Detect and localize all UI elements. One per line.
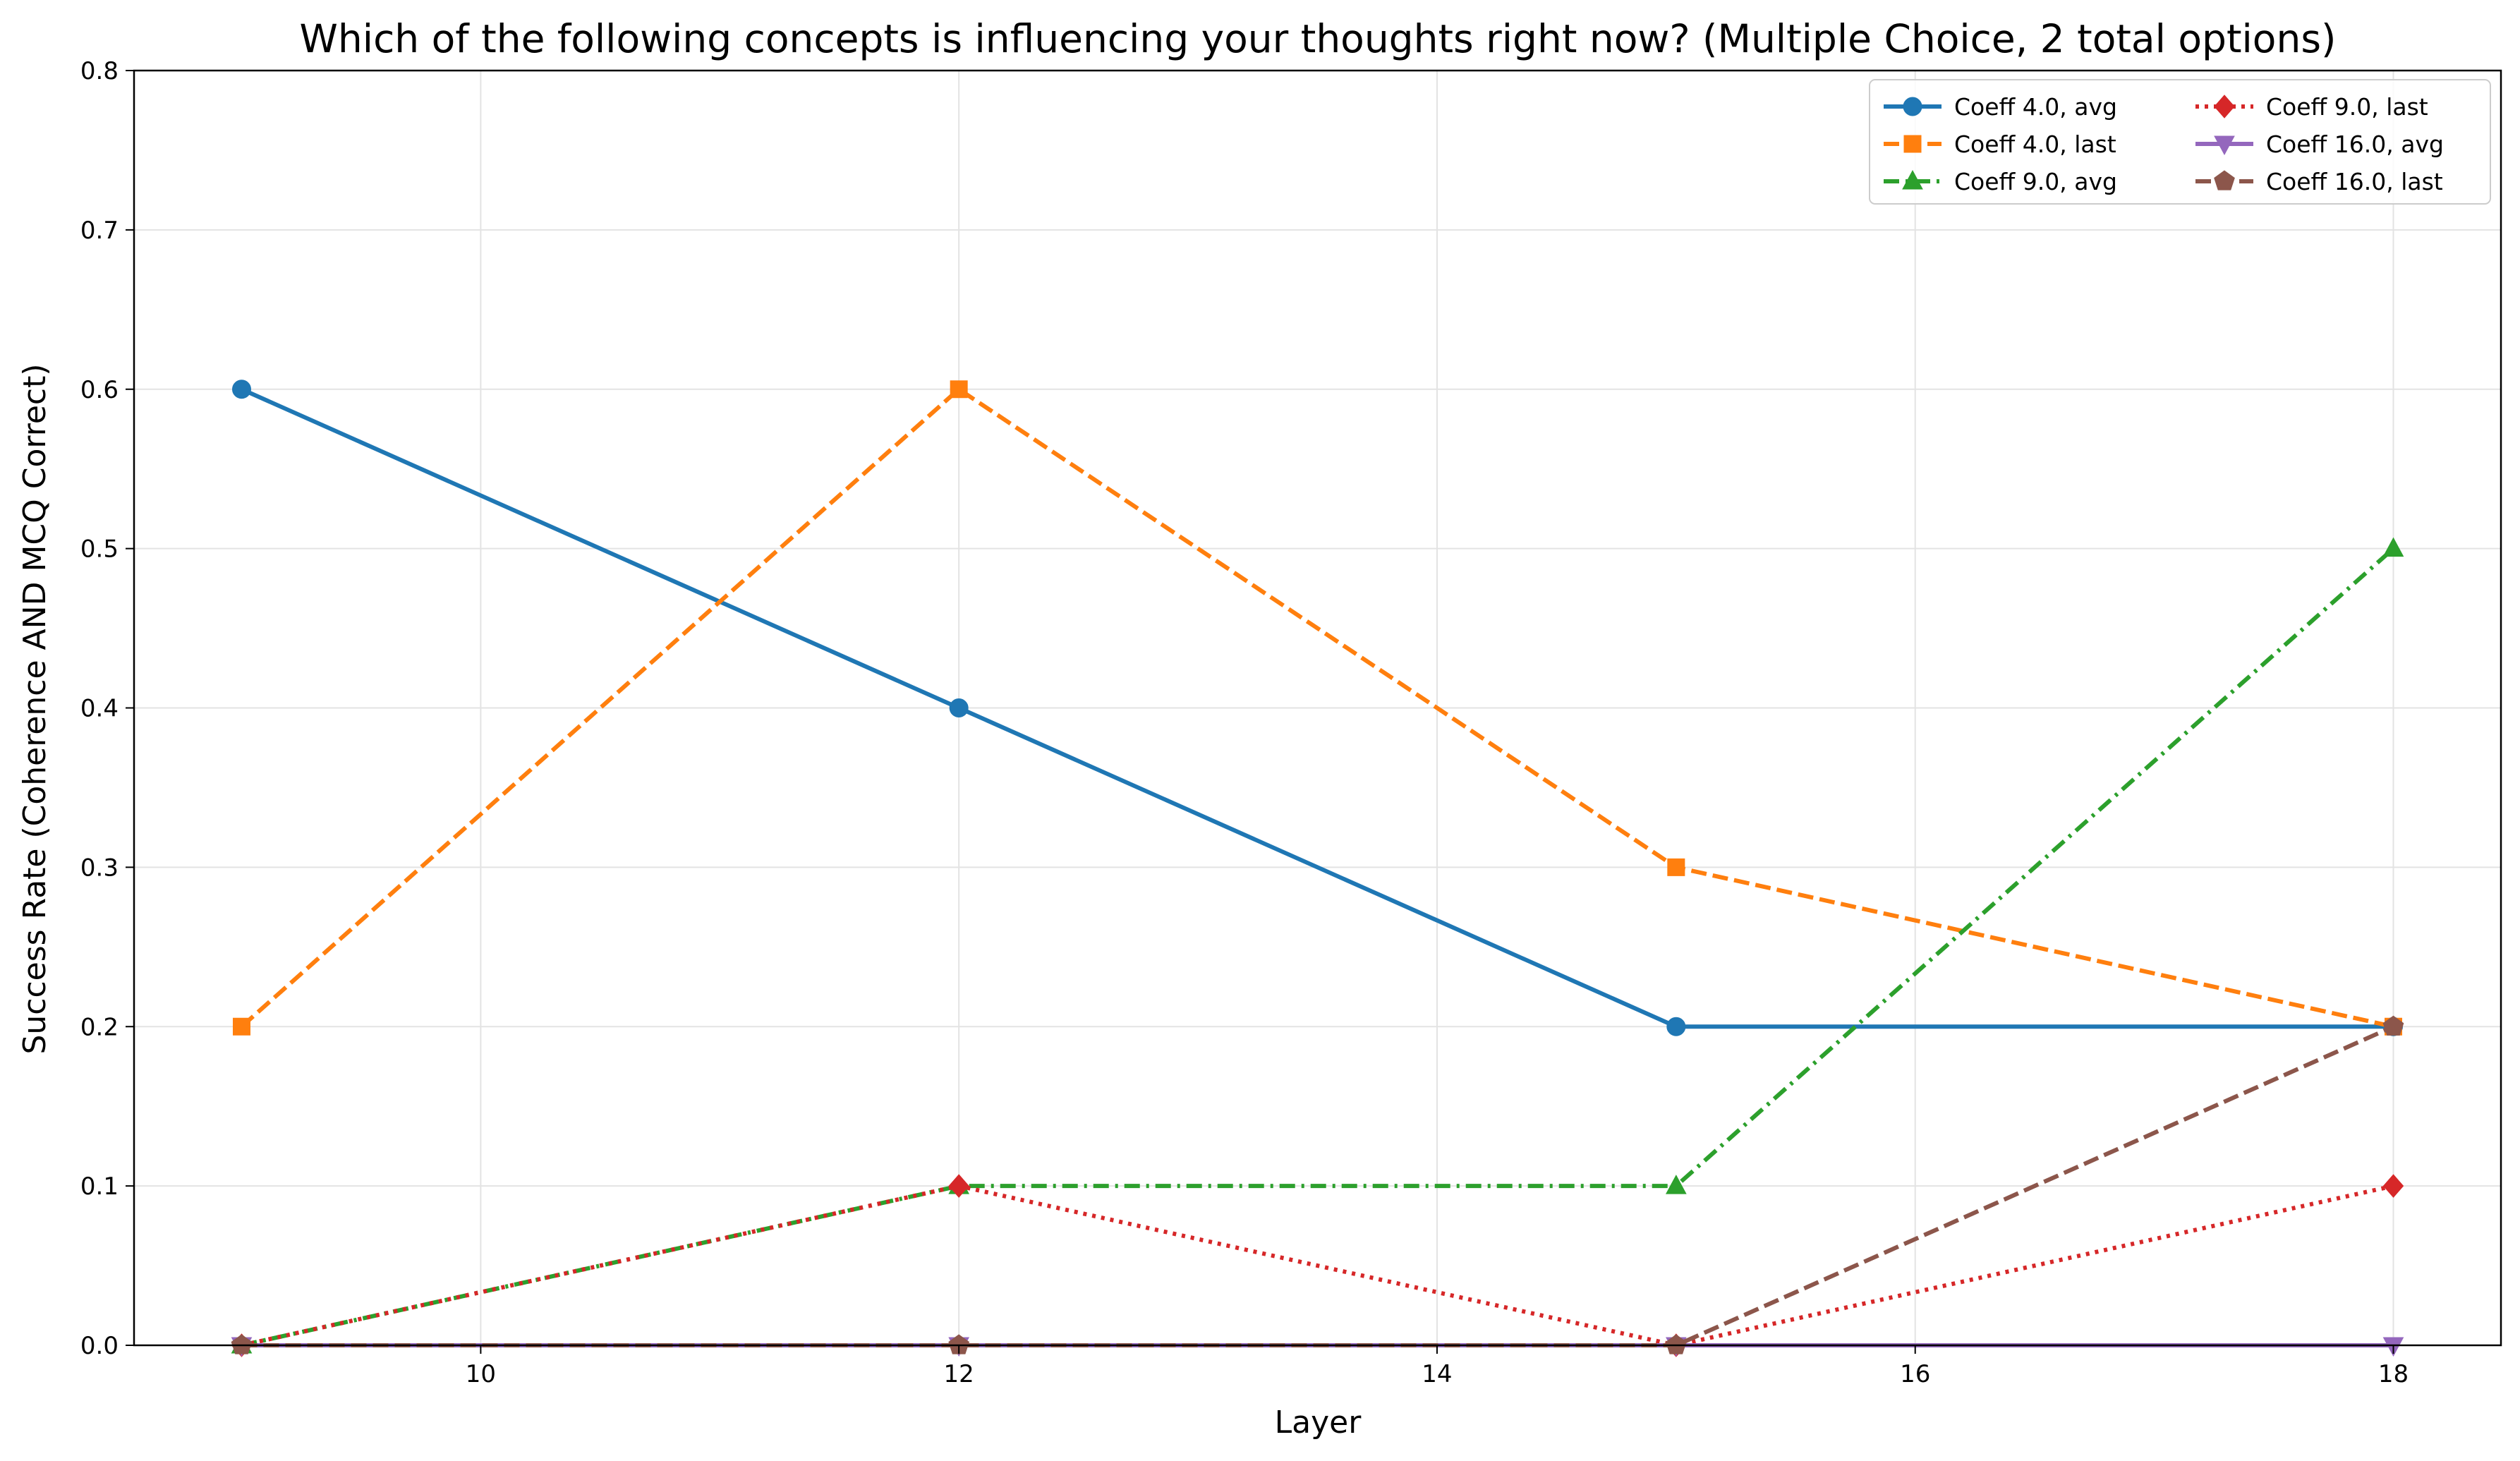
- data-point: [948, 1174, 969, 1198]
- data-point: [2382, 1174, 2404, 1198]
- y-axis-label: Success Rate (Coherence AND MCQ Correct): [17, 363, 53, 1054]
- x-tick-label: 18: [2378, 1360, 2409, 1388]
- data-point: [1667, 858, 1685, 876]
- series-line: [241, 547, 2395, 1347]
- legend-item: Coeff 16.0, avg: [2195, 131, 2444, 158]
- legend-label: Coeff 16.0, last: [2266, 168, 2443, 195]
- legend-item: Coeff 4.0, avg: [1884, 93, 2117, 121]
- data-point: [231, 1334, 253, 1354]
- data-point: [950, 380, 968, 399]
- legend-item: Coeff 9.0, avg: [1884, 168, 2117, 195]
- data-point: [948, 1334, 970, 1354]
- legend-marker: [1902, 169, 1923, 190]
- legend-marker: [2214, 95, 2235, 119]
- legend-label: Coeff 9.0, last: [2266, 93, 2428, 121]
- series-0: [232, 380, 2403, 1036]
- data-point: [232, 380, 251, 399]
- data-point: [1666, 1017, 1686, 1036]
- legend-label: Coeff 4.0, avg: [1954, 93, 2117, 121]
- data-point: [1665, 1175, 1687, 1194]
- data-point: [1665, 1334, 1687, 1354]
- legend-item: Coeff 16.0, last: [2195, 168, 2443, 195]
- data-point: [2382, 1015, 2404, 1036]
- data-point: [949, 698, 969, 717]
- series-line: [241, 1184, 2394, 1347]
- legend-label: Coeff 16.0, avg: [2266, 131, 2444, 158]
- data-point: [2382, 537, 2404, 557]
- y-tick-label: 0.7: [80, 217, 119, 245]
- legend-item: Coeff 9.0, last: [2195, 93, 2428, 121]
- x-tick-label: 14: [1422, 1360, 1452, 1388]
- y-tick-label: 0.0: [80, 1332, 119, 1360]
- series-line: [240, 387, 2394, 1029]
- legend: Coeff 4.0, avg Coeff 4.0, last Coeff 9.0, …: [1869, 79, 2491, 205]
- x-tick-label: 16: [1900, 1360, 1930, 1388]
- y-tick-label: 0.8: [80, 57, 119, 85]
- x-axis: 10 12 14 16 18: [466, 1345, 2409, 1388]
- data-point: [233, 1017, 250, 1036]
- legend-label: Coeff 9.0, avg: [1954, 168, 2117, 195]
- y-tick-label: 0.5: [80, 535, 119, 564]
- y-tick-label: 0.2: [80, 1013, 119, 1041]
- y-axis: 0.0 0.1 0.2 0.3 0.4 0.5 0.6 0.7 0.8: [80, 57, 134, 1360]
- y-tick-label: 0.6: [80, 376, 119, 404]
- x-tick-label: 10: [466, 1360, 496, 1388]
- y-tick-label: 0.3: [80, 854, 119, 882]
- legend-marker: [1903, 97, 1922, 116]
- chart-title: Which of the following concepts is influ…: [300, 16, 2337, 61]
- x-axis-label: Layer: [1275, 1405, 1362, 1441]
- legend-marker: [2214, 170, 2235, 190]
- x-tick-label: 12: [944, 1360, 974, 1388]
- legend-box: [1869, 79, 2491, 205]
- legend-label: Coeff 4.0, last: [1954, 131, 2116, 158]
- y-tick-label: 0.4: [80, 695, 119, 723]
- series-line: [241, 387, 2394, 1029]
- legend-marker: [2214, 135, 2235, 156]
- legend-marker: [1903, 135, 1922, 153]
- legend-item: Coeff 4.0, last: [1884, 131, 2116, 158]
- y-tick-label: 0.1: [80, 1172, 119, 1201]
